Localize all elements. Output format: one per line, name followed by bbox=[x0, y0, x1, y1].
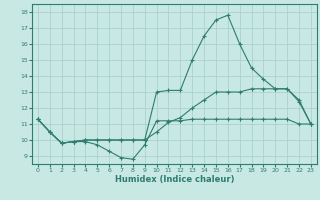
X-axis label: Humidex (Indice chaleur): Humidex (Indice chaleur) bbox=[115, 175, 234, 184]
